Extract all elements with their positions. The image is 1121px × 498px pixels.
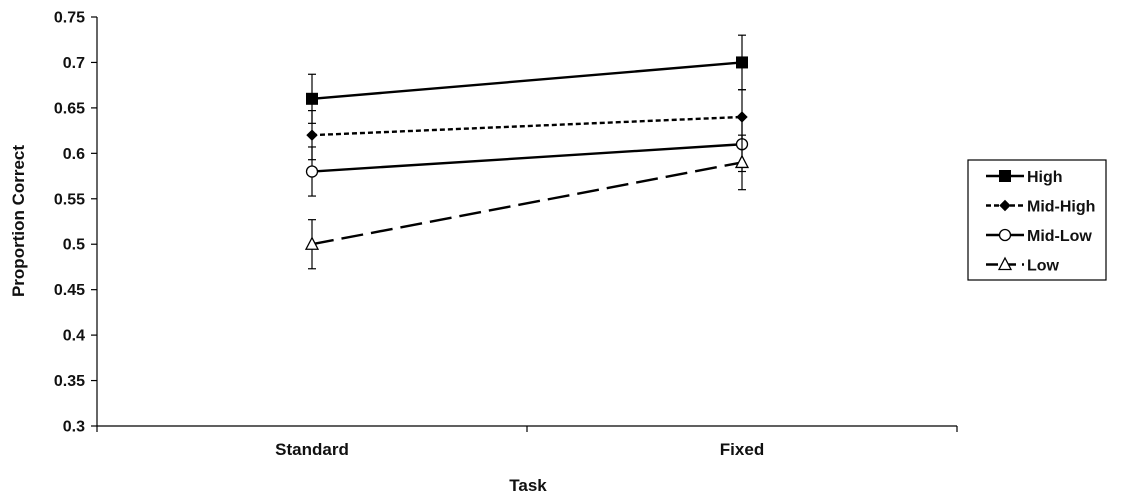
- series-low: [304, 134, 750, 270]
- y-tick-label: 0.3: [63, 419, 85, 436]
- y-tick-label: 0.4: [63, 328, 85, 345]
- legend-swatch-marker: [997, 256, 1013, 271]
- legend: High Mid-High Mid-Low Low: [967, 159, 1107, 281]
- y-tick-label: 0.75: [54, 10, 85, 27]
- legend-swatch-marker: [999, 199, 1011, 212]
- data-point: [736, 56, 748, 69]
- data-point: [306, 92, 318, 105]
- series-line: [311, 143, 743, 173]
- legend-item: Low: [986, 256, 1060, 275]
- legend-swatch-marker: [998, 228, 1012, 242]
- y-tick-label: 0.65: [54, 100, 85, 117]
- legend-box: [967, 159, 1107, 281]
- axes: 0.3 0.35 0.4 0.45 0.5 0.55 0.6 0.65 0.7 0.75 Stand…: [54, 10, 958, 459]
- series-line: [311, 61, 743, 100]
- x-axis-title: Task: [509, 476, 547, 495]
- data-point: [734, 154, 750, 169]
- legend-item: High: [986, 169, 1063, 186]
- y-tick-label: 0.35: [54, 373, 85, 390]
- series-line: [311, 115, 743, 137]
- legend-item: Mid-Low: [986, 228, 1092, 245]
- legend-label: Mid-High: [1027, 199, 1095, 216]
- legend-item: Mid-High: [986, 199, 1095, 216]
- series-high: [306, 34, 748, 124]
- series-layer: [304, 34, 750, 270]
- series-mid-low: [305, 116, 749, 197]
- x-tick-label: Standard: [275, 440, 349, 459]
- y-tick-label: 0.45: [54, 282, 85, 299]
- legend-swatch-marker: [999, 170, 1011, 182]
- data-point: [304, 236, 320, 250]
- legend-label: Mid-Low: [1027, 228, 1092, 245]
- series-line: [311, 161, 743, 246]
- legend-label: High: [1027, 169, 1063, 186]
- y-axis-title: Proportion Correct: [9, 145, 28, 297]
- data-point: [305, 165, 319, 178]
- legend-label: Low: [1027, 258, 1060, 275]
- x-tick-label: Fixed: [720, 440, 764, 459]
- y-tick-label: 0.7: [63, 55, 85, 72]
- y-tick-label: 0.55: [54, 191, 85, 208]
- y-tick-label: 0.6: [63, 146, 85, 163]
- data-point: [306, 129, 318, 141]
- y-tick-label: 0.5: [63, 237, 85, 254]
